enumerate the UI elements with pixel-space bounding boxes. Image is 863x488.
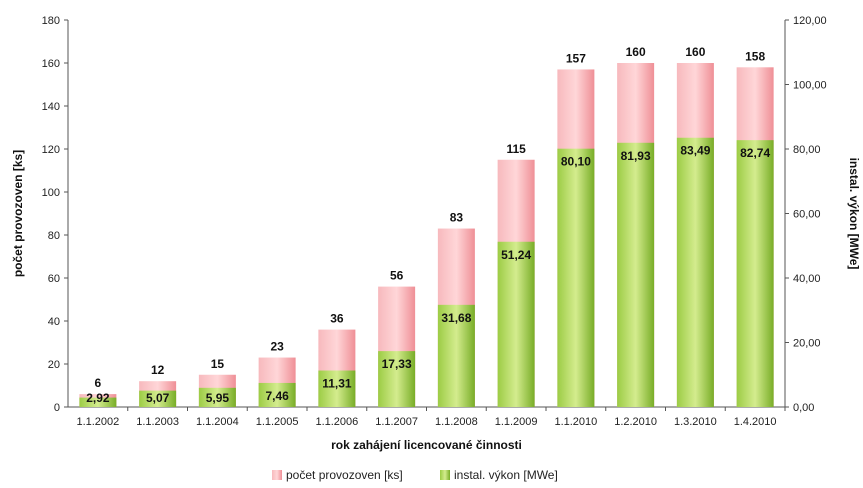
data-label-vykon: 5,95 <box>206 391 230 405</box>
data-label-pocet: 6 <box>95 376 102 390</box>
data-label-pocet: 56 <box>390 269 404 283</box>
data-label-vykon: 11,31 <box>322 377 352 391</box>
right-tick-label: 100,00 <box>793 80 827 92</box>
data-label-pocet: 115 <box>506 142 526 156</box>
x-tick-label: 1.1.2004 <box>196 416 239 428</box>
bar-instal-vykon <box>497 241 535 407</box>
bar-instal-vykon <box>736 140 774 407</box>
x-tick-label: 1.1.2003 <box>136 416 179 428</box>
data-label-vykon: 31,68 <box>441 311 471 325</box>
left-tick-label: 80 <box>48 230 60 242</box>
right-axis-title: instal. výkon [MWe] <box>847 158 861 270</box>
left-tick-label: 20 <box>48 359 60 371</box>
right-tick-label: 20,00 <box>793 338 821 350</box>
data-label-pocet: 160 <box>626 45 646 59</box>
data-label-pocet: 23 <box>270 340 284 354</box>
left-tick-label: 120 <box>42 144 60 156</box>
data-label-pocet: 160 <box>685 45 705 59</box>
data-label-pocet: 158 <box>745 49 765 63</box>
bar-instal-vykon <box>318 370 356 407</box>
bar-instal-vykon <box>617 142 655 407</box>
x-tick-label: 1.1.2002 <box>76 416 119 428</box>
bar-instal-vykon <box>79 397 117 407</box>
bar-instal-vykon <box>437 304 475 407</box>
x-tick-label: 1.2.2010 <box>614 416 657 428</box>
bar-instal-vykon <box>139 390 177 407</box>
data-label-vykon: 80,10 <box>561 155 591 169</box>
bar-instal-vykon <box>676 137 714 407</box>
bar-instal-vykon <box>258 382 296 407</box>
bar-instal-vykon <box>198 387 236 407</box>
data-label-vykon: 17,33 <box>382 357 412 371</box>
data-label-vykon: 83,49 <box>680 144 710 158</box>
right-tick-label: 80,00 <box>793 144 821 156</box>
bar-instal-vykon <box>557 148 595 408</box>
right-tick-label: 120,00 <box>793 15 827 27</box>
right-tick-label: 40,00 <box>793 273 821 285</box>
x-tick-label: 1.3.2010 <box>674 416 717 428</box>
data-label-vykon: 81,93 <box>621 149 651 163</box>
x-tick-label: 1.4.2010 <box>734 416 777 428</box>
data-label-pocet: 15 <box>211 357 225 371</box>
x-tick-label: 1.1.2010 <box>554 416 597 428</box>
x-tick-label: 1.1.2008 <box>435 416 478 428</box>
x-tick-label: 1.1.2006 <box>315 416 358 428</box>
left-tick-label: 180 <box>42 15 60 27</box>
x-axis-title: rok zahájení licencované činnosti <box>331 438 522 452</box>
left-tick-label: 60 <box>48 273 60 285</box>
left-tick-label: 140 <box>42 101 60 113</box>
legend-swatch-pocet <box>272 470 282 480</box>
legend-swatch-vykon <box>440 470 450 480</box>
data-label-vykon: 82,74 <box>740 146 770 160</box>
data-label-pocet: 83 <box>450 211 464 225</box>
left-tick-label: 100 <box>42 187 60 199</box>
right-tick-label: 0,00 <box>793 402 814 414</box>
data-label-vykon: 2,92 <box>86 391 110 405</box>
legend-label-vykon: instal. výkon [MWe] <box>454 468 558 482</box>
bar-instal-vykon <box>378 351 416 407</box>
data-label-pocet: 36 <box>330 312 344 326</box>
data-label-vykon: 7,46 <box>265 389 289 403</box>
left-tick-label: 160 <box>42 58 60 70</box>
x-tick-label: 1.1.2007 <box>375 416 418 428</box>
left-tick-label: 0 <box>54 402 60 414</box>
data-label-vykon: 51,24 <box>501 248 531 262</box>
data-label-vykon: 5,07 <box>146 391 170 405</box>
legend-label-pocet: počet provozoven [ks] <box>286 468 403 482</box>
x-tick-label: 1.1.2009 <box>495 416 538 428</box>
left-tick-label: 40 <box>48 316 60 328</box>
right-tick-label: 60,00 <box>793 209 821 221</box>
x-tick-label: 1.1.2005 <box>256 416 299 428</box>
data-label-pocet: 12 <box>151 363 165 377</box>
data-label-pocet: 157 <box>566 51 586 65</box>
left-axis-title: počet provozoven [ks] <box>11 150 25 277</box>
